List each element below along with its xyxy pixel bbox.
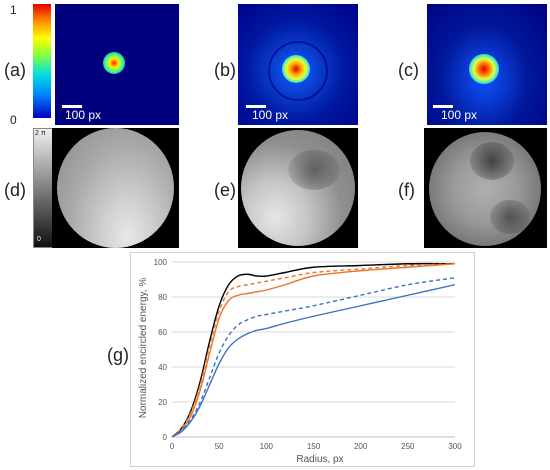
x-tick-label: 50 [215,442,224,451]
phase-disk-d [57,128,174,248]
psf-image-a: 100 px [55,4,179,125]
phase-colorbar-max: 2 π [35,130,46,137]
phase-colorbar [33,128,53,248]
scale-bar-label-b: 100 px [252,108,289,122]
x-tick-label: 100 [260,442,274,451]
series-line-3 [171,263,456,438]
series-line-5 [171,284,456,438]
y-tick-label: 0 [163,433,168,442]
panel-label-f: (f) [398,180,415,200]
phase-dark-region-f2 [490,200,530,234]
y-tick-label: 60 [158,328,167,337]
x-tick-label: 300 [448,442,462,451]
scale-bar-a [62,105,82,108]
panel-label-e: (e) [214,180,236,200]
psf-ring-b [268,41,328,101]
phase-disk-e [241,130,355,246]
y-tick-label: 40 [158,363,167,372]
x-axis-label: Radius, px [296,454,343,465]
x-tick-label: 250 [401,442,415,451]
scale-bar-c [433,105,453,108]
panel-label-d: (d) [4,180,26,200]
scale-bar-label-c: 100 px [441,108,478,122]
panel-label-g: (g) [107,345,129,365]
series-line-4 [171,277,456,438]
series-line-1 [171,262,456,438]
scale-bar-label-a: 100 px [65,108,102,122]
phase-dark-region-f [470,142,514,180]
y-tick-label: 100 [154,258,168,267]
y-tick-label: 80 [158,293,167,302]
x-tick-label: 200 [354,442,368,451]
psf-spot-a [103,52,125,74]
phase-map-d [52,128,179,248]
panel-label-a: (a) [4,60,26,80]
psf-spot-c [469,54,499,84]
scale-bar-b [246,105,266,108]
phase-colorbar-min: 0 [37,236,41,243]
psf-image-c: 100 px [427,4,547,125]
x-tick-label: 150 [307,442,321,451]
series-line-2 [171,263,456,438]
intensity-colorbar [33,4,51,118]
psf-image-b: 100 px [238,4,358,125]
y-tick-label: 20 [158,398,167,407]
x-tick-label: 0 [170,442,175,451]
y-axis-label: Normalized encircled energy, % [138,278,149,419]
panel-label-c: (c) [398,60,419,80]
phase-map-f [424,128,547,248]
phase-dark-region-e [288,150,340,190]
intensity-colorbar-max: 1 [10,3,17,17]
phase-map-e [238,128,358,248]
panel-label-b: (b) [214,60,236,80]
chart-border [130,252,475,467]
intensity-colorbar-min: 0 [10,113,17,127]
psf-spot-b [282,55,310,83]
encircled-energy-chart: 0 20 40 60 80 100 0 50 100 150 200 250 300 Radius, … [130,252,475,467]
